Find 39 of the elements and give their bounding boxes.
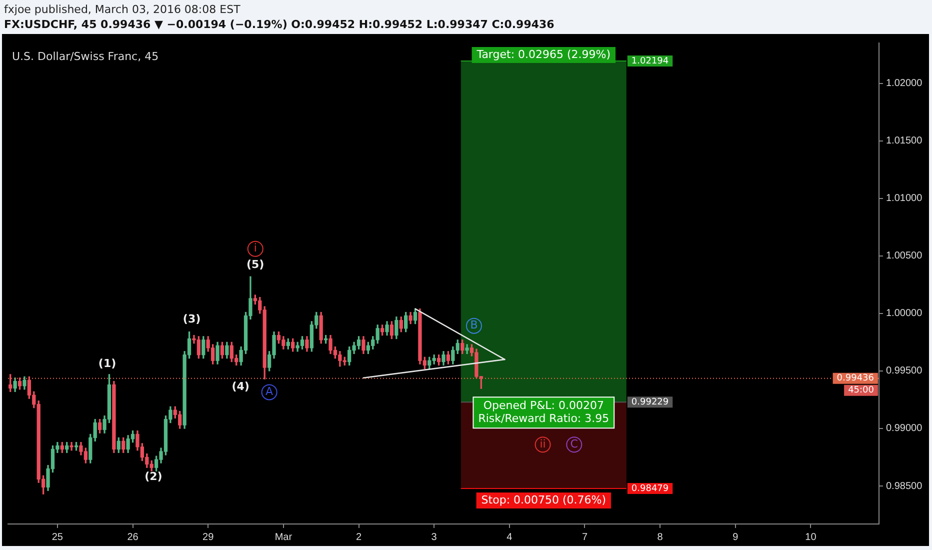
x-tick-label: 8 (657, 532, 664, 543)
annotation: (3) (182, 312, 201, 326)
annotation: (1) (98, 357, 116, 370)
ref-line-label: 1.02194 (631, 56, 669, 66)
ref-line-label: 0.98479 (631, 484, 669, 494)
x-tick-label: 9 (732, 532, 739, 543)
x-tick-label: 7 (582, 532, 588, 543)
y-tick-label: 0.99500 (886, 366, 923, 377)
x-tick-label: 2 (356, 532, 362, 543)
x-tick-label: 25 (52, 532, 64, 543)
ref-line-label: 0.99229 (631, 397, 669, 408)
annotation: ii (540, 437, 546, 450)
y-tick-label: 0.98500 (886, 480, 923, 492)
x-tick-label: 26 (127, 532, 139, 543)
x-tick-label: 3 (431, 532, 438, 543)
annotation: C (570, 437, 578, 450)
annotation: U.S. Dollar/Swiss Franc, 45 (12, 50, 159, 63)
annotation: i (254, 242, 257, 255)
x-tick-label: 10 (805, 532, 817, 543)
chart-title: fxjoe published, March 03, 2016 08:08 EST (4, 2, 242, 17)
band-label: Stop: 0.00750 (0.76%) (481, 493, 606, 506)
ref-line-label: 0.99436 (836, 374, 874, 384)
y-tick-label: 1.00500 (886, 250, 923, 262)
x-tick-label: 4 (506, 532, 513, 543)
annotation: B (470, 318, 478, 332)
y-tick-label: 1.00000 (886, 308, 923, 320)
y-tick-label: 1.01000 (886, 193, 923, 204)
chart-subtitle: FX:USDCHF, 45 0.99436 ▼ −0.00194 (−0.19%) O:0.99452 H:0.99452 L:0.99347 C:0.99436 (4, 17, 556, 32)
x-tick-label: Mar (274, 532, 293, 543)
annotation: (4) (232, 380, 250, 393)
y-tick-label: 0.99000 (886, 423, 923, 434)
y-tick-label: 1.01500 (886, 136, 923, 147)
annotation: 45:00 (848, 386, 874, 396)
annotation: A (266, 385, 274, 398)
y-tick-label: 1.02000 (886, 78, 923, 90)
annotation: Opened P&L: 0.00207 Risk/Reward Ratio: 3.95 (478, 399, 610, 425)
x-tick-label: 29 (202, 532, 214, 543)
annotation: (5) (246, 258, 264, 272)
annotation: (2) (144, 470, 162, 484)
